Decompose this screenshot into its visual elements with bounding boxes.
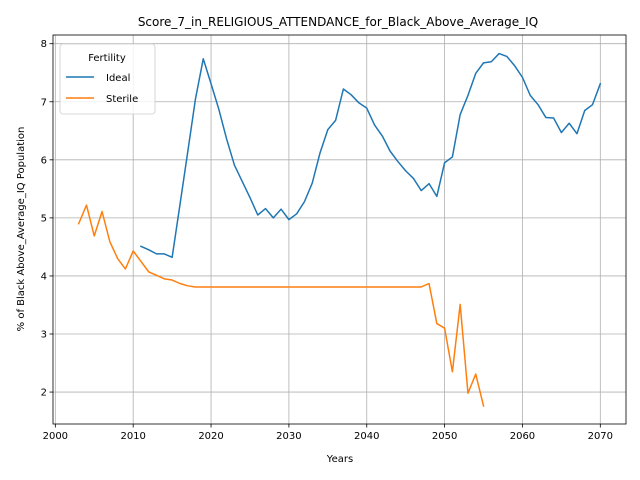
x-tick-label: 2050 — [432, 431, 457, 442]
x-tick-label: 2010 — [120, 431, 145, 442]
plot-frame — [52, 34, 627, 425]
x-tick-label: 2060 — [510, 431, 535, 442]
legend-box — [59, 43, 156, 115]
x-axis-ticks: 2000 2010 2020 2030 2040 2050 2060 2070 — [43, 424, 613, 442]
x-tick-label: 2070 — [588, 431, 613, 442]
y-tick-label: 4 — [41, 271, 47, 282]
y-tick-label: 7 — [41, 97, 47, 108]
y-tick-label: 8 — [41, 39, 47, 50]
y-tick-label: 3 — [41, 330, 47, 341]
y-axis-ticks: 2 3 4 5 6 7 8 — [41, 39, 53, 399]
x-axis-label: Years — [326, 454, 353, 465]
y-tick-label: 2 — [41, 388, 47, 399]
x-tick-label: 2030 — [276, 431, 301, 442]
y-axis-label: % of Black Above_Average_IQ Population — [16, 127, 27, 332]
legend: Fertility Ideal Sterile — [59, 43, 156, 115]
chart-title: Score_7_in_RELIGIOUS_ATTENDANCE_for_Blac… — [138, 15, 538, 29]
series-line-ideal — [139, 52, 602, 259]
x-tick-label: 2020 — [198, 431, 223, 442]
legend-title: Fertility — [88, 53, 126, 64]
y-tick-label: 6 — [41, 155, 47, 166]
legend-label-ideal: Ideal — [106, 73, 130, 84]
legend-label-sterile: Sterile — [106, 94, 138, 105]
series-line-sterile — [77, 204, 485, 407]
x-tick-label: 2000 — [43, 431, 68, 442]
series-lines — [77, 52, 602, 407]
x-tick-label: 2040 — [354, 431, 379, 442]
y-tick-label: 5 — [41, 213, 47, 224]
